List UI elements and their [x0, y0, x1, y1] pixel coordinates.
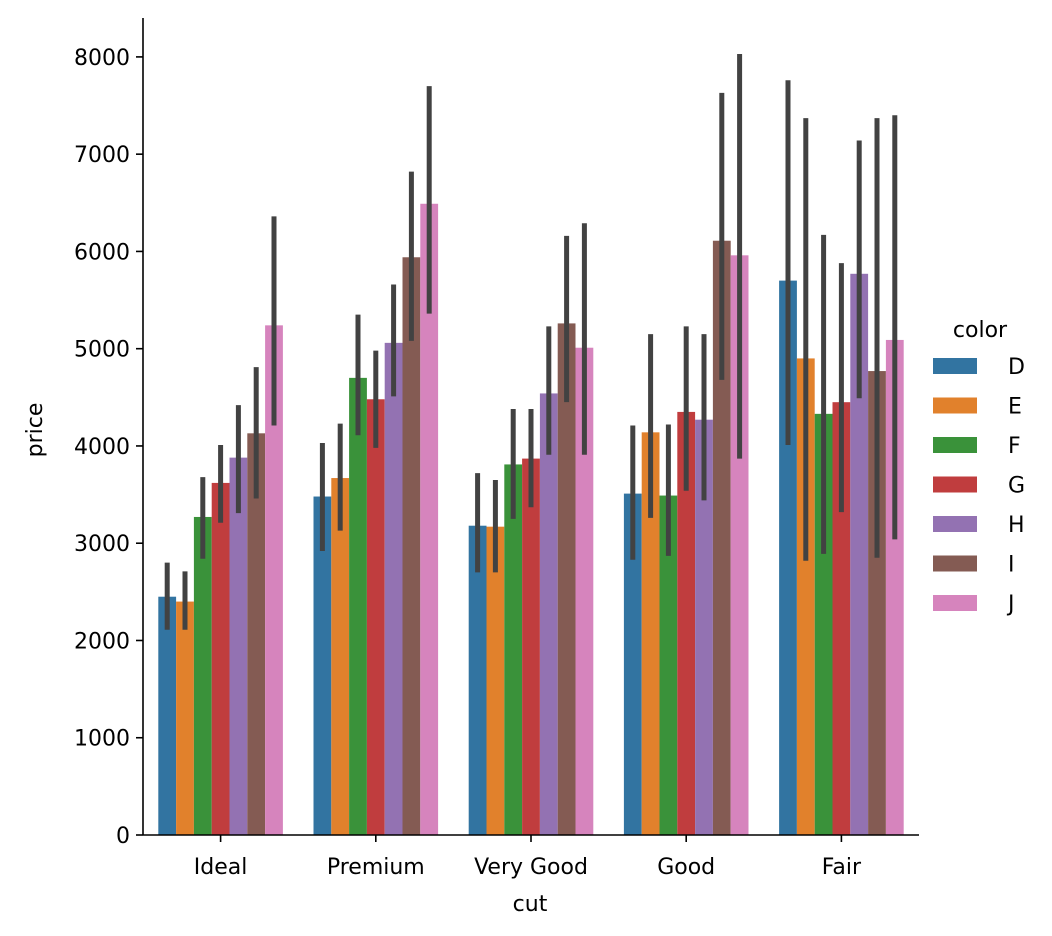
legend-label-e: E — [1008, 395, 1022, 420]
bar-fair-h — [850, 273, 869, 835]
legend-label-i: I — [1008, 553, 1015, 578]
bar-ideal-h — [229, 457, 248, 835]
bar-premium-i — [402, 257, 421, 835]
legend-label-f: F — [1008, 434, 1021, 459]
bar-good-d — [623, 493, 642, 835]
y-tick-label: 5000 — [74, 338, 130, 363]
x-tick-label: Ideal — [194, 855, 248, 880]
bar-premium-g — [366, 399, 385, 835]
bar-fair-f — [814, 413, 833, 835]
bar-good-g — [677, 411, 696, 835]
bar-very-good-f — [504, 464, 523, 835]
legend-swatch-d — [933, 358, 977, 374]
bar-very-good-j — [575, 347, 594, 835]
error-bars-layer — [164, 53, 898, 630]
bar-premium-j — [420, 203, 439, 835]
legend-swatch-j — [933, 595, 977, 611]
x-axis-label: cut — [513, 892, 548, 917]
legend-swatch-h — [933, 516, 977, 532]
bar-fair-j — [885, 339, 904, 835]
legend-swatch-i — [933, 555, 977, 572]
legend-label-j: J — [1006, 592, 1015, 617]
bar-very-good-d — [468, 525, 487, 835]
y-axis-label: price — [23, 403, 48, 458]
bar-ideal-d — [158, 596, 177, 835]
bar-ideal-g — [211, 482, 230, 835]
bar-fair-i — [868, 371, 886, 835]
bar-premium-e — [331, 478, 350, 835]
bar-very-good-h — [539, 393, 558, 835]
bar-good-j — [730, 255, 749, 836]
y-tick-label: 4000 — [74, 435, 130, 460]
bar-good-e — [641, 432, 660, 835]
bar-fair-g — [832, 402, 851, 835]
bar-ideal-i — [247, 433, 266, 835]
x-tick-label: Fair — [822, 855, 862, 880]
axes-layer: Ideal Premium Very Good Good Fair 0 1000 2000 30… — [74, 18, 919, 880]
y-tick-label: 8000 — [74, 46, 130, 71]
y-tick-label: 3000 — [74, 532, 130, 557]
y-tick-label: 2000 — [74, 629, 130, 654]
bar-premium-h — [384, 342, 403, 835]
bar-premium-f — [349, 377, 367, 835]
bar-ideal-f — [193, 516, 212, 835]
bars-layer — [158, 203, 904, 836]
bar-fair-d — [779, 280, 797, 835]
bar-very-good-e — [486, 526, 505, 835]
bar-fair-e — [796, 358, 815, 835]
legend-swatch-e — [933, 397, 977, 414]
x-tick-label: Good — [657, 855, 715, 880]
bar-good-h — [695, 419, 713, 835]
y-tick-label: 6000 — [74, 240, 130, 265]
bar-very-good-i — [557, 323, 576, 835]
legend-swatch-f — [933, 437, 977, 453]
x-tick-label: Premium — [327, 855, 425, 880]
bar-premium-d — [313, 496, 332, 835]
bar-good-i — [712, 240, 731, 836]
legend-label-g: G — [1008, 474, 1025, 499]
legend-label-h: H — [1008, 513, 1025, 538]
bar-very-good-g — [522, 458, 540, 835]
bar-ideal-j — [265, 325, 283, 835]
x-tick-label: Very Good — [474, 855, 588, 880]
legend-title: color — [953, 318, 1008, 343]
bar-ideal-e — [176, 601, 194, 835]
y-tick-label: 7000 — [74, 143, 130, 168]
y-tick-label: 1000 — [74, 727, 130, 752]
y-tick-label: 0 — [116, 824, 130, 849]
legend-swatch-g — [933, 476, 977, 493]
bar-good-f — [659, 495, 678, 835]
legend-label-d: D — [1008, 355, 1025, 380]
